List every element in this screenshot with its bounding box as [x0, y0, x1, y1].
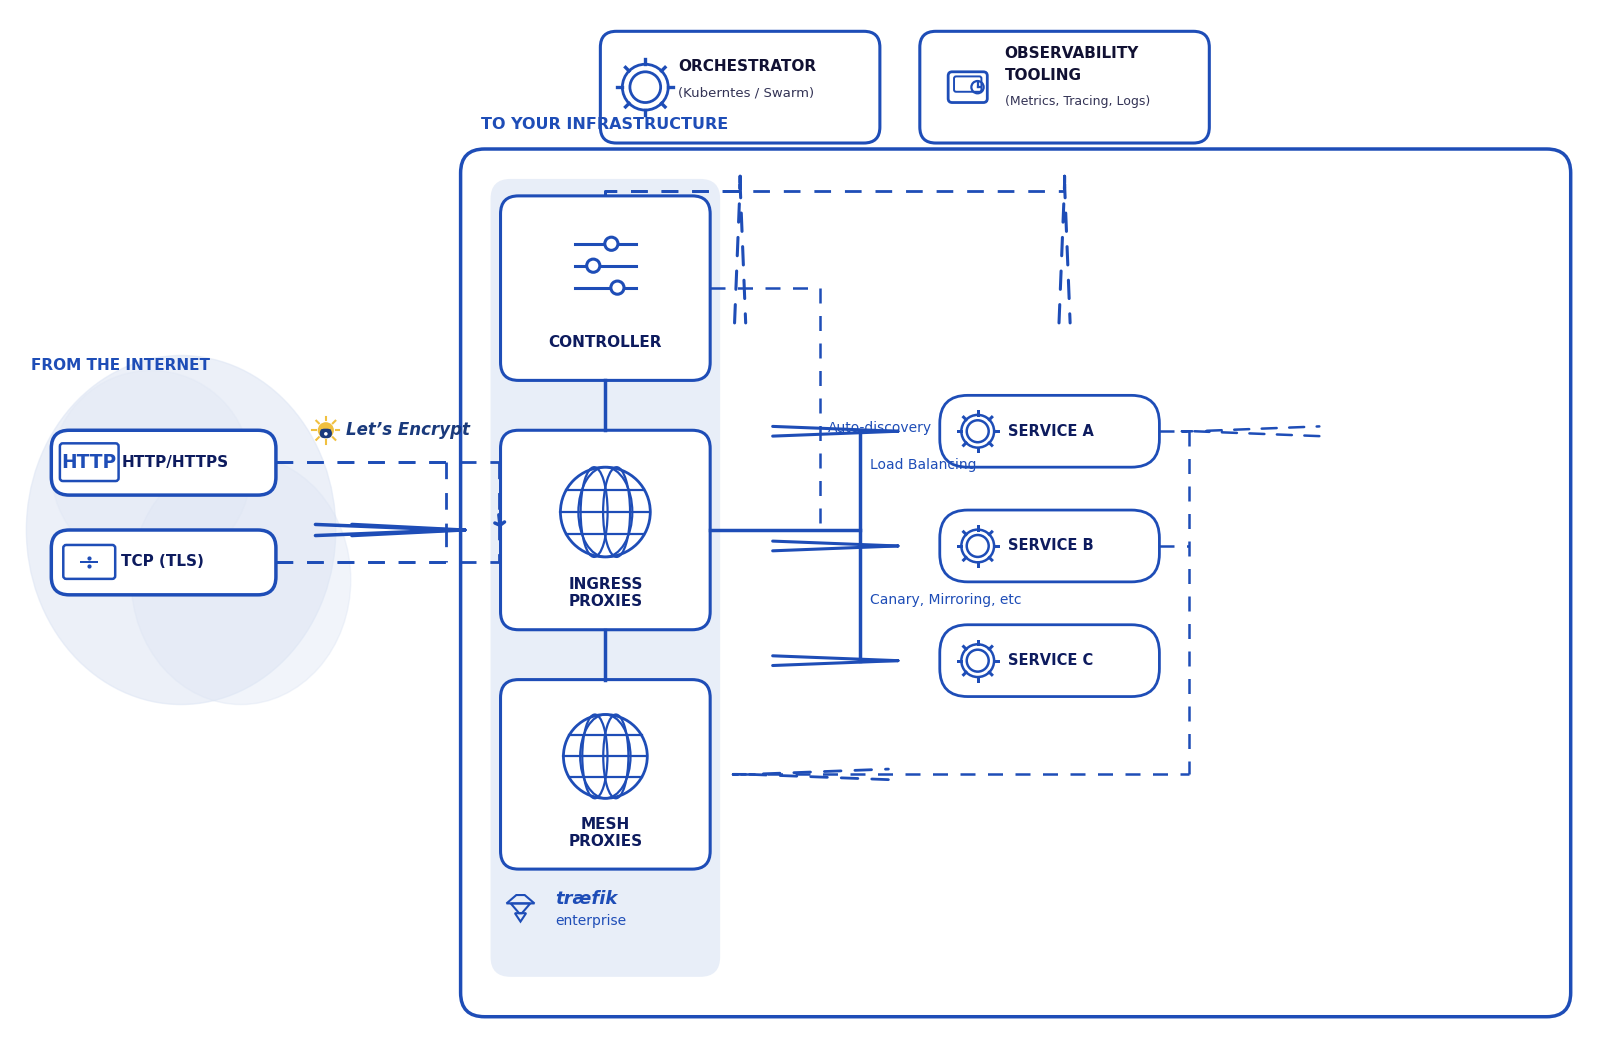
Circle shape — [318, 422, 334, 438]
FancyBboxPatch shape — [940, 396, 1160, 467]
Text: TO YOUR INFRASTRUCTURE: TO YOUR INFRASTRUCTURE — [481, 117, 727, 132]
FancyBboxPatch shape — [920, 32, 1209, 143]
FancyBboxPatch shape — [940, 625, 1160, 697]
Text: træfik: træfik — [556, 890, 617, 908]
FancyBboxPatch shape — [52, 431, 275, 495]
FancyBboxPatch shape — [501, 196, 710, 381]
FancyBboxPatch shape — [940, 510, 1160, 581]
Text: (Metrics, Tracing, Logs): (Metrics, Tracing, Logs) — [1004, 94, 1150, 107]
FancyBboxPatch shape — [52, 530, 275, 595]
FancyBboxPatch shape — [491, 179, 721, 977]
Text: HTTP/HTTPS: HTTP/HTTPS — [122, 455, 228, 470]
Text: INGRESS: INGRESS — [569, 577, 643, 592]
Text: SERVICE C: SERVICE C — [1008, 654, 1094, 668]
Text: FROM THE INTERNET: FROM THE INTERNET — [31, 359, 211, 373]
Text: PROXIES: PROXIES — [569, 834, 643, 849]
FancyBboxPatch shape — [321, 430, 330, 437]
FancyBboxPatch shape — [501, 680, 710, 869]
Text: TCP (TLS): TCP (TLS) — [122, 555, 204, 570]
Ellipse shape — [26, 355, 335, 705]
FancyBboxPatch shape — [460, 149, 1571, 1016]
Text: Load Balancing: Load Balancing — [870, 458, 977, 472]
Text: TOOLING: TOOLING — [1004, 68, 1082, 83]
Text: enterprise: enterprise — [556, 914, 627, 928]
Text: SERVICE B: SERVICE B — [1008, 539, 1094, 554]
Circle shape — [586, 259, 599, 273]
Text: HTTP: HTTP — [62, 453, 117, 472]
Text: OBSERVABILITY: OBSERVABILITY — [1004, 46, 1139, 60]
FancyBboxPatch shape — [501, 431, 710, 630]
Circle shape — [611, 281, 624, 294]
Circle shape — [604, 238, 617, 250]
Text: (Kuberntes / Swarm): (Kuberntes / Swarm) — [679, 87, 815, 100]
Text: ORCHESTRATOR: ORCHESTRATOR — [679, 58, 816, 73]
Ellipse shape — [52, 370, 251, 570]
Text: Canary, Mirroring, etc: Canary, Mirroring, etc — [870, 593, 1021, 607]
Text: CONTROLLER: CONTROLLER — [549, 335, 663, 350]
Text: Let’s Encrypt: Let’s Encrypt — [345, 421, 470, 439]
Text: MESH: MESH — [580, 817, 630, 832]
Text: Auto-discovery: Auto-discovery — [828, 421, 932, 435]
FancyBboxPatch shape — [601, 32, 880, 143]
Ellipse shape — [131, 455, 352, 705]
Circle shape — [324, 432, 327, 436]
Text: SERVICE A: SERVICE A — [1008, 423, 1094, 439]
Text: PROXIES: PROXIES — [569, 594, 643, 609]
